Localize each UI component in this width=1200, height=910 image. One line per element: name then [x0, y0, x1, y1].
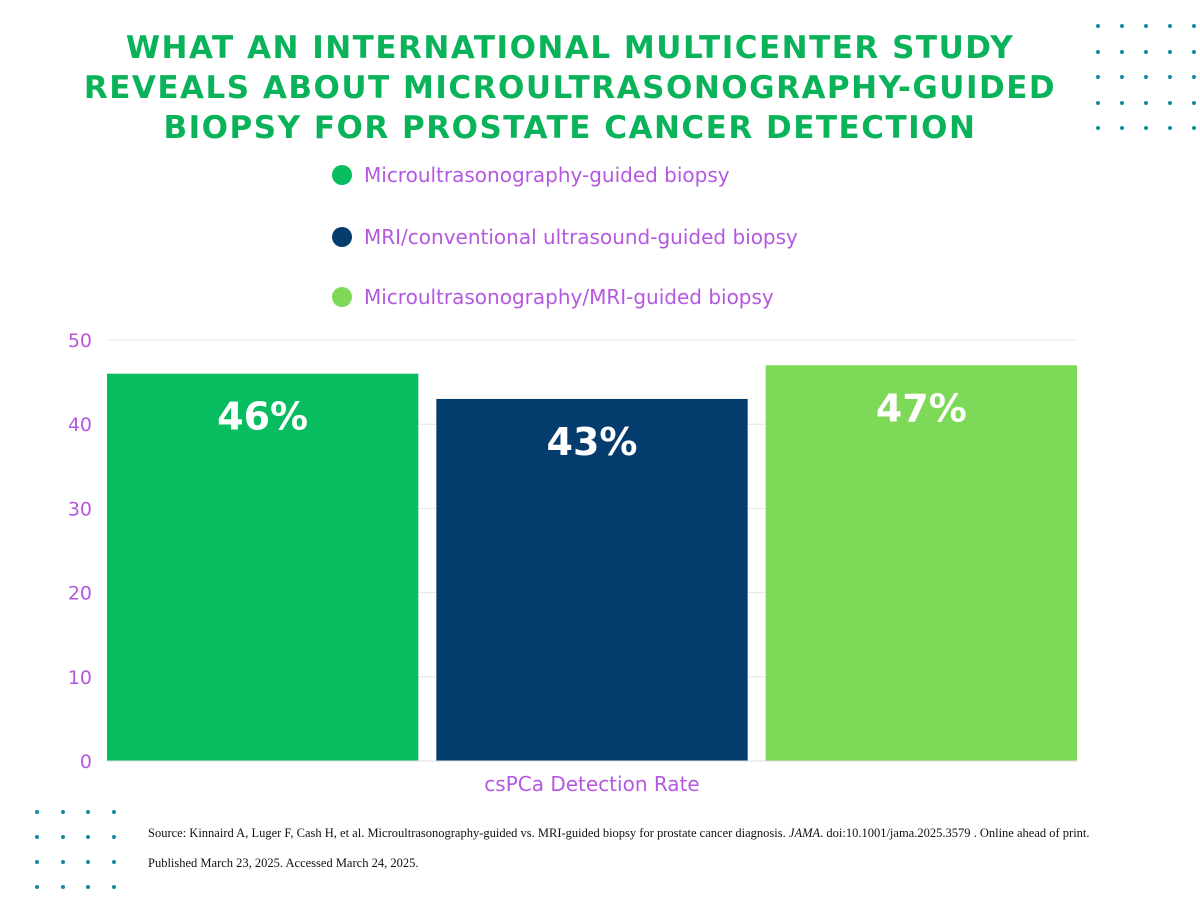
decorative-dot [1120, 24, 1124, 28]
decorative-dot [1144, 100, 1148, 105]
decorative-dot [1192, 24, 1196, 28]
decorative-dot [60, 835, 65, 839]
y-tick-label: 30 [68, 498, 92, 520]
decorative-dot [1096, 49, 1100, 54]
y-tick-label: 0 [80, 751, 92, 773]
legend-item-microultrasonography: Microultrasonography-guided biopsy [332, 160, 730, 190]
legend-item-microultrasonography-mri: Microultrasonography/MRI-guided biopsy [332, 282, 774, 312]
decorative-dot [1144, 75, 1148, 80]
legend-swatch-microultrasonography-mri [332, 287, 352, 307]
source-journal: JAMA [788, 826, 821, 840]
decorative-dot [35, 885, 39, 889]
decorative-dot [1192, 100, 1196, 105]
y-tick-label: 50 [68, 330, 92, 352]
chart-title: WHAT AN INTERNATIONAL MULTICENTER STUDY … [80, 28, 1060, 148]
legend-label-mri-conventional: MRI/conventional ultrasound-guided biops… [364, 225, 798, 249]
decorative-dot [35, 835, 39, 839]
legend-label-microultrasonography-mri: Microultrasonography/MRI-guided biopsy [364, 285, 774, 309]
bar-chart: 0 10 20 30 40 50 46% 43% 47% csPCa Detection Rate [68, 330, 1077, 796]
legend-swatch-microultrasonography [332, 165, 352, 185]
bar [765, 365, 1077, 761]
data-label: 43% [547, 420, 638, 464]
decorative-dot [60, 860, 65, 864]
y-tick-label: 10 [68, 667, 92, 689]
decorative-dot [60, 810, 65, 814]
decorative-dot [1120, 75, 1124, 80]
decorative-dot [1168, 126, 1172, 131]
decorative-dot [1096, 126, 1100, 131]
title-line-2: REVEALS ABOUT MICROULTRASONOGRAPHY-GUIDE… [83, 70, 1057, 106]
decorative-dot [1096, 24, 1100, 28]
decorative-dot [35, 860, 39, 864]
decorative-dot [1192, 49, 1196, 54]
decorative-dots-top-right [1096, 24, 1200, 152]
decorative-dot [1120, 49, 1124, 54]
decorative-dot [112, 885, 117, 889]
decorative-dot [112, 860, 117, 864]
x-axis-label: csPCa Detection Rate [484, 772, 699, 796]
legend-label-microultrasonography: Microultrasonography-guided biopsy [364, 163, 730, 187]
decorative-dot [1096, 100, 1100, 105]
decorative-dot [112, 810, 117, 814]
decorative-dot [1168, 49, 1172, 54]
y-tick-label: 40 [68, 414, 92, 436]
title-line-1: WHAT AN INTERNATIONAL MULTICENTER STUDY [125, 30, 1015, 66]
decorative-dot [1192, 126, 1196, 131]
decorative-dot [60, 885, 65, 889]
legend-item-mri-conventional: MRI/conventional ultrasound-guided biops… [332, 222, 798, 252]
decorative-dot [1096, 75, 1100, 80]
source-prefix: Source: Kinnaird A, Luger F, Cash H, et … [148, 826, 789, 840]
decorative-dot [1144, 126, 1148, 131]
decorative-dot [86, 810, 91, 814]
bar [436, 398, 748, 761]
decorative-dot [1192, 75, 1196, 80]
decorative-dot [1168, 100, 1172, 105]
decorative-dot [86, 835, 91, 839]
decorative-dot [1144, 24, 1148, 28]
data-label: 46% [217, 395, 308, 439]
source-suffix: . doi:10.1001/jama.2025.3579 . Online ah… [148, 826, 1090, 870]
title-line-3: BIOPSY FOR PROSTATE CANCER DETECTION [163, 110, 977, 146]
y-tick-label: 20 [68, 583, 92, 605]
decorative-dot [1144, 49, 1148, 54]
decorative-dot [35, 810, 39, 814]
decorative-dot [112, 835, 117, 839]
source-citation: Source: Kinnaird A, Luger F, Cash H, et … [148, 818, 1138, 878]
decorative-dot [1120, 126, 1124, 131]
bar [107, 373, 419, 761]
decorative-dot [1168, 75, 1172, 80]
legend-swatch-mri-conventional [332, 227, 352, 247]
decorative-dot [1120, 100, 1124, 105]
decorative-dot [86, 885, 91, 889]
decorative-dot [86, 860, 91, 864]
decorative-dot [1168, 24, 1172, 28]
data-label: 47% [876, 386, 967, 430]
decorative-dots-bottom-left [35, 810, 138, 910]
